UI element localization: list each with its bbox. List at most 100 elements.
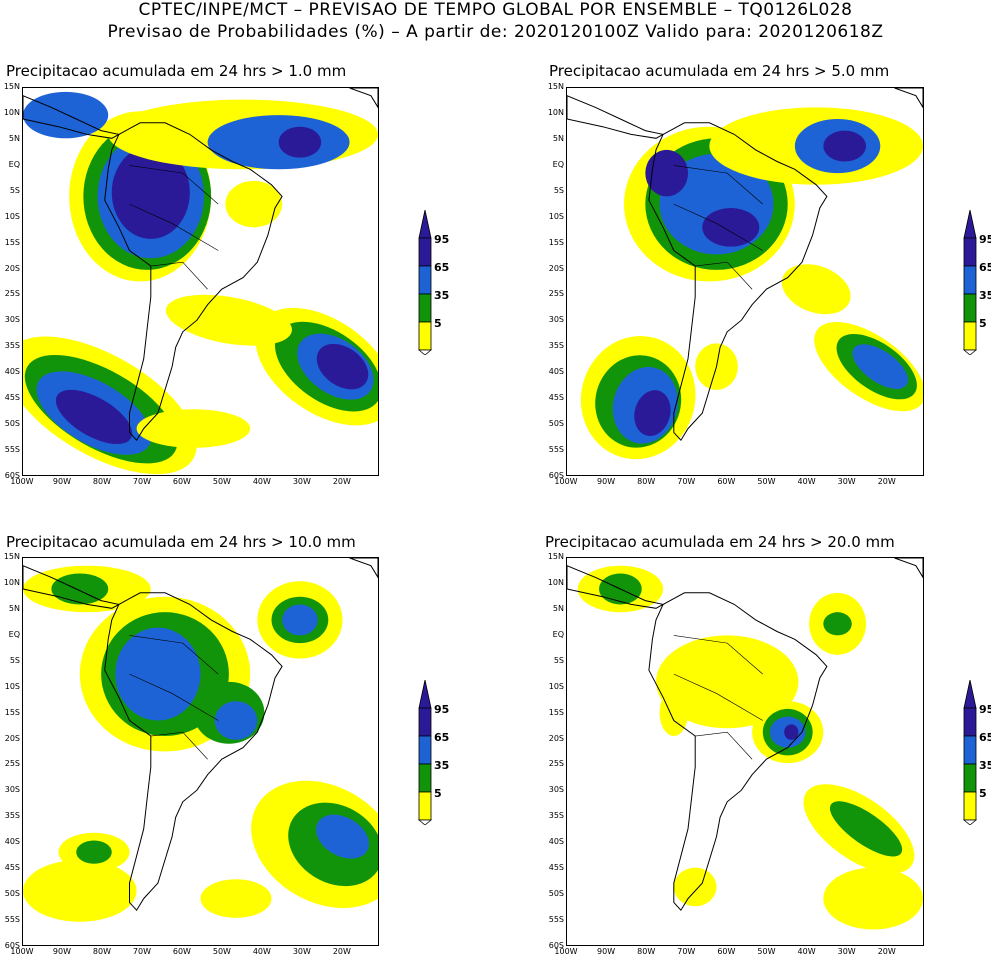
lat-label: 60S <box>548 471 564 480</box>
lat-label: 15S <box>4 237 20 247</box>
probability-contour-95-3 <box>111 146 190 239</box>
probability-contour-5-15 <box>781 264 851 315</box>
lon-label: 80W <box>92 477 111 486</box>
lon-label: 90W <box>597 947 616 956</box>
colorbar-swatch <box>418 791 432 821</box>
lat-label: 50S <box>548 889 564 899</box>
lat-label: 55S <box>4 445 20 455</box>
colorbar-swatch <box>963 237 977 267</box>
lat-label: 30S <box>548 785 564 795</box>
lat-label: 10S <box>4 681 20 691</box>
colorbar-swatch <box>963 791 977 821</box>
lon-label: 60W <box>717 477 736 486</box>
lat-label: 10S <box>4 211 20 221</box>
lon-label: 70W <box>677 947 696 956</box>
coastline-ca <box>23 95 121 139</box>
lat-label: 10S <box>548 681 564 691</box>
probability-contour-5-11 <box>823 867 923 930</box>
lat-label: 60S <box>4 471 20 480</box>
country-border-0 <box>673 165 763 205</box>
lat-label: 15N <box>547 552 564 561</box>
lat-label: 50S <box>4 889 20 899</box>
lon-label: 20W <box>332 947 351 956</box>
country-border-0 <box>129 165 219 205</box>
colorbar-level-label: 95 <box>434 233 450 246</box>
probability-contour-5-17 <box>165 294 292 346</box>
lon-label: 60W <box>172 477 191 486</box>
colorbar-swatch <box>418 707 432 737</box>
lon-label: 30W <box>837 477 856 486</box>
probability-contour-5-13 <box>673 867 717 907</box>
colorbar-level-label: 65 <box>434 261 450 274</box>
lon-label: 100W <box>554 947 578 956</box>
coastline-afr <box>894 88 923 109</box>
lat-label: 25S <box>4 289 20 299</box>
lat-label: EQ <box>8 629 20 639</box>
colorbar-level-label: 35 <box>434 759 450 772</box>
country-border-2 <box>695 731 753 760</box>
panel-2-colorbar: 95 65 35 5 <box>962 209 991 359</box>
precip-probability-field <box>567 558 923 930</box>
probability-contour-5-13 <box>23 859 137 922</box>
panel-3-colorbar: 95 65 35 5 <box>417 679 449 829</box>
lat-label: 30S <box>4 315 20 325</box>
lat-label: EQ <box>552 629 564 639</box>
lon-label: 100W <box>554 477 578 486</box>
lat-label: EQ <box>8 159 20 169</box>
lon-label: 70W <box>132 477 151 486</box>
colorbar-swatch <box>418 265 432 295</box>
lat-label: 15S <box>548 237 564 247</box>
country-border-2 <box>150 261 208 290</box>
country-border-1 <box>673 203 763 251</box>
coastline-ca <box>567 565 665 609</box>
lat-label: 60S <box>548 941 564 950</box>
lat-label: 10N <box>547 107 564 117</box>
coastline-ca <box>23 565 121 609</box>
coastline-ca <box>567 95 665 139</box>
lat-label: 35S <box>548 811 564 821</box>
lat-label: 10N <box>547 577 564 587</box>
panel-4-map <box>566 557 924 946</box>
lat-label: EQ <box>552 159 564 169</box>
colorbar-swatch <box>418 321 432 351</box>
precip-probability-field <box>23 558 378 922</box>
probability-contour-35-6 <box>823 612 852 636</box>
colorbar-swatch <box>963 293 977 323</box>
panel-1-colorbar: 95 65 35 5 <box>417 209 449 359</box>
lat-label: 20S <box>548 263 564 273</box>
lat-label: 55S <box>4 915 20 925</box>
colorbar-level-label: 65 <box>979 731 991 744</box>
lon-label: 40W <box>252 947 271 956</box>
lon-label: 40W <box>797 947 816 956</box>
colorbar-level-label: 95 <box>434 703 450 716</box>
lat-label: 30S <box>4 785 20 795</box>
lat-label: 50S <box>548 419 564 429</box>
lat-label: 40S <box>4 367 20 377</box>
lon-label: 20W <box>877 477 896 486</box>
lat-label: 30S <box>548 315 564 325</box>
coastline-sa <box>104 592 283 912</box>
country-border-1 <box>129 203 219 251</box>
probability-contour-5-16 <box>200 879 272 918</box>
lat-label: 20S <box>4 733 20 743</box>
lon-label: 80W <box>637 947 656 956</box>
lon-label: 50W <box>757 477 776 486</box>
colorbar-swatch <box>963 321 977 351</box>
probability-contour-5-0 <box>656 635 799 729</box>
lat-label: 45S <box>4 393 20 403</box>
probability-contour-35-15 <box>76 840 112 864</box>
lat-label: 35S <box>4 811 20 821</box>
country-border-2 <box>695 261 753 290</box>
lon-label: 60W <box>172 947 191 956</box>
header-line-2: Previsao de Probabilidades (%) – A parti… <box>107 22 884 42</box>
lat-label: 55S <box>548 445 564 455</box>
probability-contour-35-9 <box>51 573 109 605</box>
lon-label: 90W <box>597 477 616 486</box>
probability-contour-95-12 <box>55 389 133 445</box>
lon-label: 50W <box>212 947 231 956</box>
lat-label: 25S <box>548 289 564 299</box>
lat-label: 5S <box>9 185 20 195</box>
lat-label: 35S <box>4 341 20 351</box>
lat-label: 25S <box>548 759 564 769</box>
colorbar-level-label: 35 <box>979 289 991 302</box>
